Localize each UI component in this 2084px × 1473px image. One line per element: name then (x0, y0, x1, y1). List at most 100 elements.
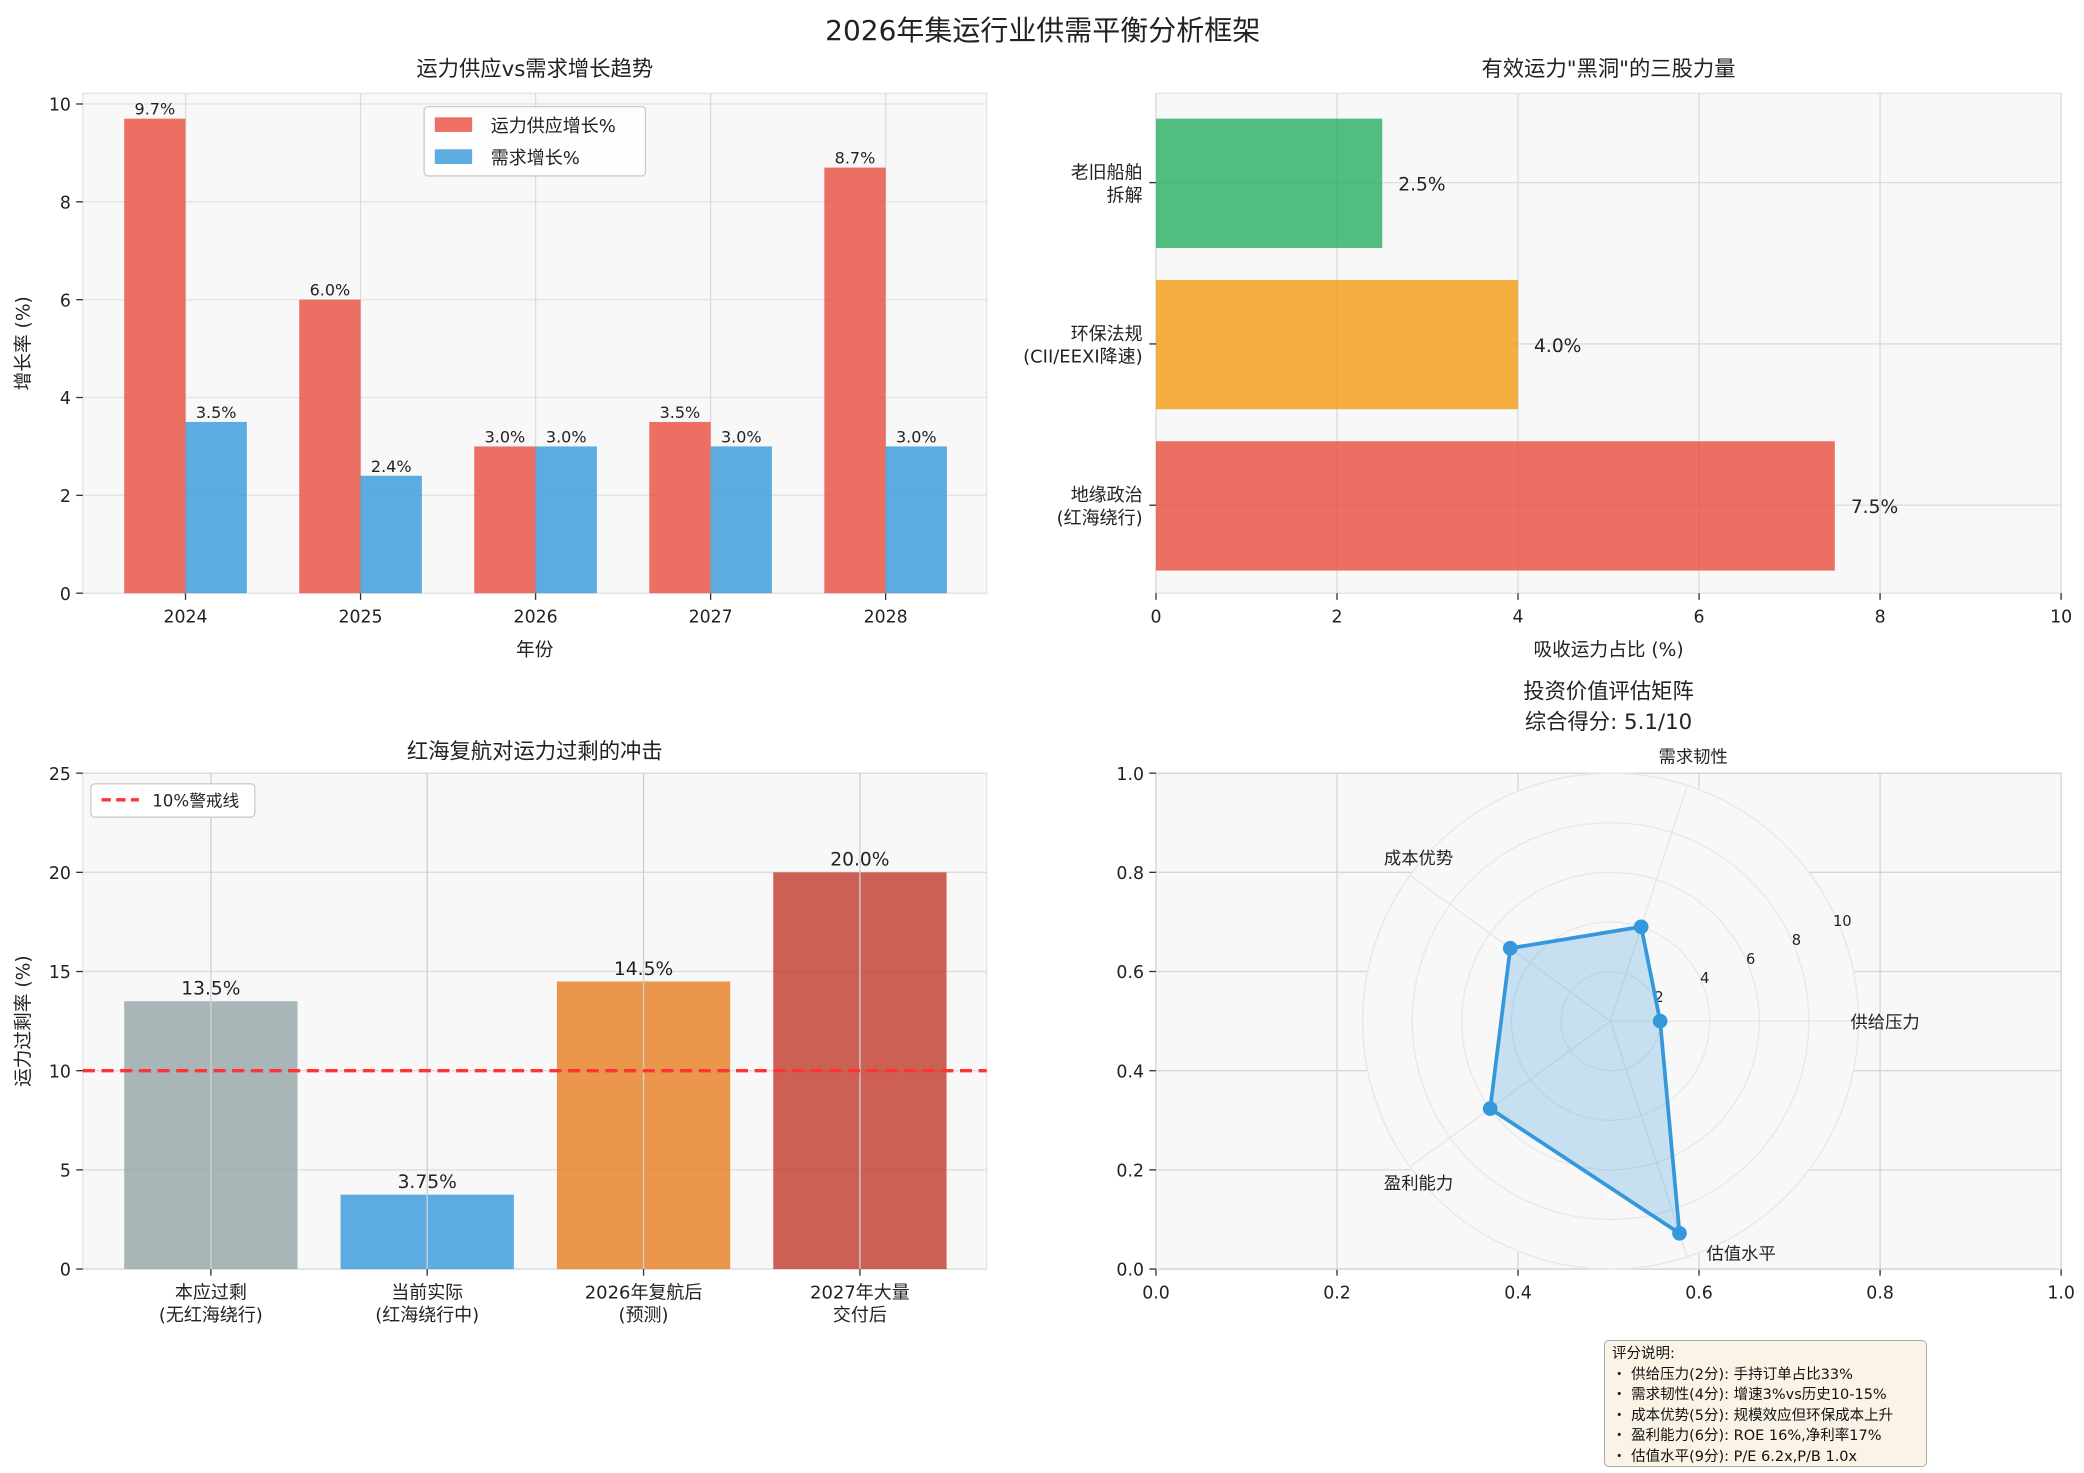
x-tick-label: 0 (1150, 608, 1161, 628)
bar-supply (824, 167, 886, 594)
data-label: 13.5% (181, 979, 240, 1000)
radar-spoke (1609, 1020, 1688, 1258)
radar-r-tick: 10 (1833, 913, 1852, 930)
legend: 运力供应增长% 需求增长% (423, 105, 647, 177)
radar-point (1502, 940, 1518, 956)
bar-demand (535, 446, 597, 594)
y-tick-label: 地缘政治(红海绕行) (1057, 485, 1143, 529)
note-title: 评分说明: (1612, 1346, 1675, 1362)
y-tick-label: 4 (60, 389, 71, 409)
x-tick-label: 2026年复航后(预测) (585, 1282, 703, 1326)
radar-point (1652, 1013, 1668, 1029)
legend-swatch (434, 117, 473, 132)
radar-axis-label: 估值水平 (1707, 1245, 1776, 1265)
radar-axis-label: 需求韧性 (1659, 747, 1728, 767)
legend-swatch (434, 149, 473, 164)
bar-demand (360, 475, 422, 594)
x-tick-label: 0.0 (1142, 1283, 1170, 1303)
y-tick-label: 0 (60, 585, 71, 605)
bar-supply (474, 446, 536, 594)
data-label: 7.5% (1851, 497, 1898, 518)
x-tick-label: 8 (1875, 608, 1886, 628)
y-tick-label: 10 (49, 1062, 71, 1082)
y-tick-label: 环保法规(CII/EEXI降速) (1023, 324, 1143, 368)
radar-point (1482, 1101, 1498, 1116)
x-tick-label: 0.4 (1504, 1283, 1532, 1303)
x-tick-label: 0.2 (1323, 1283, 1351, 1303)
note-line: ・ 估值水平(9分): P/E 6.2x,P/B 1.0x (1612, 1448, 1858, 1465)
data-label: 3.5% (196, 403, 237, 422)
investment-radar-chart: 0.0 0.2 0.4 0.6 0.8 1.0 0.0 0.2 0.4 0.6 0.8 1.0 供给压力… (1116, 680, 2074, 1304)
y-tick-label: 1.0 (1116, 765, 1144, 785)
data-label: 3.0% (485, 427, 526, 446)
x-tick-label: 本应过剩(无红海绕行) (159, 1282, 263, 1326)
figure-title: 2026年集运行业供需平衡分析框架 (825, 14, 1260, 47)
radar-axis-label: 盈利能力 (1384, 1174, 1453, 1194)
x-tick-label: 1.0 (2047, 1283, 2075, 1303)
bar-demand (885, 446, 947, 594)
x-tick-label: 2026 (514, 608, 558, 628)
y-tick-label: 0.4 (1116, 1062, 1144, 1082)
y-tick-label: 20 (49, 864, 71, 884)
bar (1155, 441, 1835, 571)
y-tick-label: 25 (49, 765, 71, 785)
y-axis-label: 运力过剩率 (%) (14, 955, 35, 1087)
legend-label: 需求增长% (491, 148, 580, 169)
radar-r-tick: 6 (1746, 951, 1755, 968)
data-label: 6.0% (310, 281, 351, 300)
note-line: ・ 盈利能力(6分): ROE 16%,净利率17% (1612, 1428, 1882, 1444)
legend-box (90, 783, 256, 818)
legend-label: 10%警戒线 (152, 791, 239, 810)
capacity-blackhole-chart: 0 2 4 6 8 10 7.5% 地缘政治(红海绕行) 4.0% 环保法规(CII/EEXI降速… (1023, 57, 2072, 661)
data-label: 3.5% (660, 403, 701, 422)
x-tick-label: 4 (1513, 608, 1524, 628)
note-line: ・ 成本优势(5分): 规模效应但环保成本上升 (1612, 1407, 1894, 1424)
data-label: 3.0% (896, 427, 937, 446)
note-line: ・ 供给压力(2分): 手持订单占比33% (1612, 1366, 1853, 1383)
chart-title: 运力供应vs需求增长趋势 (416, 57, 653, 82)
radar-axis-label: 成本优势 (1384, 849, 1453, 869)
y-tick-label: 0.8 (1116, 864, 1144, 884)
radar-area (1488, 924, 1682, 1236)
x-tick-label: 0.8 (1866, 1283, 1894, 1303)
bar (1155, 279, 1519, 410)
data-label: 8.7% (835, 149, 876, 168)
supply-demand-chart: 0 2 4 6 8 10 2024 2025 2026 2027 2028 9.7% 6.0% 3.0% 3… (14, 57, 988, 661)
x-axis-label: 年份 (516, 640, 554, 661)
data-label: 14.5% (614, 959, 673, 980)
legend-box (423, 105, 647, 177)
x-tick-label: 2027年大量交付后 (810, 1282, 910, 1326)
x-tick-label: 10 (2050, 608, 2072, 628)
x-tick-label: 2027 (689, 608, 733, 628)
chart-subtitle: 综合得分: 5.1/10 (1525, 710, 1692, 735)
x-tick-label: 2025 (339, 608, 383, 628)
x-tick-label: 0.6 (1685, 1283, 1713, 1303)
note-line: ・ 需求韧性(4分): 增速3%vs历史10-15% (1612, 1387, 1887, 1403)
x-tick-label: 2 (1331, 608, 1342, 628)
y-tick-label: 0.6 (1116, 963, 1144, 983)
legend-label: 运力供应增长% (491, 116, 616, 137)
radar-point (1633, 919, 1649, 935)
bar-demand (710, 446, 772, 594)
data-label: 20.0% (830, 850, 889, 871)
scoring-note: 评分说明: ・ 供给压力(2分): 手持订单占比33% ・ 需求韧性(4分): … (1604, 1340, 1927, 1467)
radar-spoke (1609, 785, 1688, 1022)
bar-supply (299, 299, 361, 594)
y-tick-label: 6 (60, 291, 71, 311)
y-tick-label: 5 (60, 1162, 71, 1182)
radar-axis-label: 供给压力 (1850, 1013, 1919, 1033)
x-axis-label: 吸收运力占比 (%) (1533, 640, 1683, 661)
data-label: 4.0% (1534, 336, 1581, 357)
bar-demand (185, 421, 247, 594)
y-tick-label: 2 (60, 487, 71, 507)
y-axis-label: 增长率 (%) (14, 296, 35, 390)
x-tick-label: 2024 (163, 608, 207, 628)
x-tick-label: 当前实际(红海绕行中) (375, 1282, 479, 1326)
x-tick-label: 2028 (864, 608, 908, 628)
radar-r-tick: 2 (1654, 989, 1663, 1006)
data-label: 3.0% (546, 427, 587, 446)
radar-r-tick: 4 (1700, 970, 1709, 987)
chart-title: 有效运力"黑洞"的三股力量 (1482, 57, 1736, 82)
bar (1155, 118, 1383, 248)
